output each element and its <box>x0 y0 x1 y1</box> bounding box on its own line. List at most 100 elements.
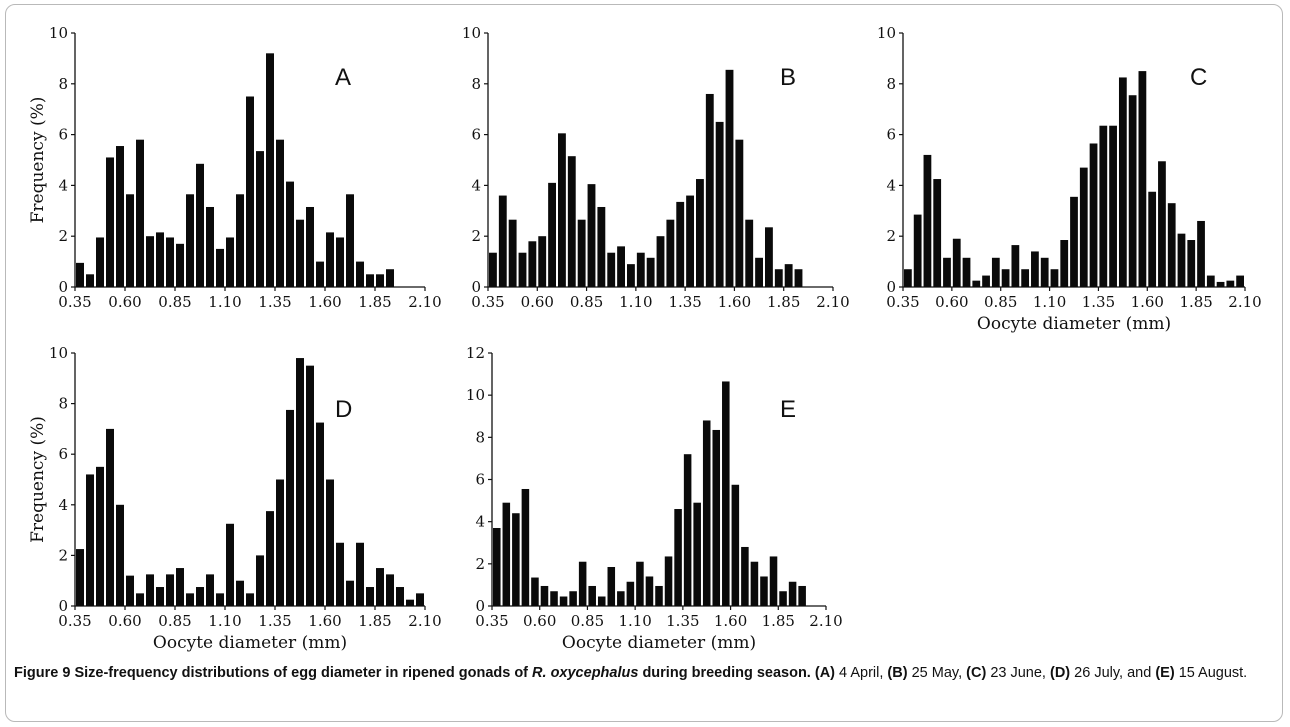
histogram-bar <box>741 546 749 606</box>
caption-text-a: 4 April, <box>839 665 884 681</box>
x-tick-label: 1.35 <box>668 293 701 311</box>
y-tick-label: 8 <box>886 75 896 93</box>
x-tick-label: 1.60 <box>714 612 747 630</box>
x-tick-label: 1.60 <box>308 293 341 311</box>
y-tick-label: 6 <box>58 445 68 463</box>
histogram-bar <box>1050 269 1059 287</box>
y-tick-label: 2 <box>58 546 68 564</box>
histogram-bar <box>1001 269 1010 287</box>
histogram-bar <box>735 139 744 287</box>
histogram-bar <box>176 243 184 287</box>
histogram-bar <box>725 69 734 287</box>
x-tick-label: 2.10 <box>408 612 441 630</box>
y-tick-label: 6 <box>58 126 68 144</box>
histogram-bar <box>306 365 314 606</box>
histogram-bar <box>326 232 334 287</box>
histogram-bar <box>933 179 942 287</box>
panel-e: 0 2 4 6 8 10 12 0.35 0.60 0.85 1.10 1.35 1.60 1.85 2.1… <box>466 344 843 653</box>
histogram-bar <box>715 121 724 288</box>
figure-frame <box>5 4 1283 722</box>
histogram-bar <box>489 252 497 287</box>
y-tick-label: 2 <box>58 227 68 245</box>
histogram-bar <box>276 139 284 287</box>
y-tick-label: 0 <box>58 597 68 615</box>
histogram-bar <box>136 139 144 287</box>
histogram-bar <box>166 237 174 287</box>
histogram-bar <box>774 269 783 287</box>
histogram-bar <box>126 194 134 287</box>
caption-item-b: (B) 25 May, <box>887 665 962 681</box>
x-tick-label: 2.10 <box>1228 293 1261 311</box>
histogram-bar <box>106 157 114 287</box>
y-tick-label: 8 <box>475 428 485 446</box>
histogram-bar <box>1148 191 1157 287</box>
caption-text-d: 26 July, and <box>1074 665 1152 681</box>
histogram-bar <box>972 280 981 287</box>
histogram-bar <box>587 184 596 287</box>
y-tick-label: 4 <box>58 496 68 514</box>
histogram-bar <box>548 182 556 287</box>
y-tick-label: 6 <box>475 471 485 489</box>
histogram-bar <box>745 219 754 287</box>
y-tick-label: 10 <box>49 24 68 42</box>
x-tick-label: 0.85 <box>158 612 191 630</box>
x-tick-label: 0.85 <box>158 293 191 311</box>
histogram-bar <box>266 511 274 606</box>
histogram-bar <box>1060 240 1069 287</box>
histogram-bar <box>798 585 806 606</box>
x-tick-label: 1.60 <box>308 612 341 630</box>
y-tick-label: 0 <box>58 278 68 296</box>
histogram-bar <box>755 257 763 287</box>
x-tick-label: 1.60 <box>718 293 751 311</box>
histogram-bar <box>216 593 224 606</box>
x-tick-label: 1.85 <box>358 293 391 311</box>
histogram-bar <box>664 556 673 606</box>
histogram-bar <box>1167 203 1176 287</box>
histogram-bar <box>645 576 654 606</box>
histogram-bar <box>246 96 254 287</box>
y-tick-label: 10 <box>462 24 481 42</box>
x-tick-label: 2.10 <box>816 293 849 311</box>
y-tick-label: 4 <box>58 176 68 194</box>
histogram-bar <box>531 577 539 606</box>
histogram-bar <box>636 561 644 606</box>
histogram-bar <box>559 596 568 606</box>
histogram-bar <box>1226 280 1235 287</box>
histogram-bar <box>306 206 314 287</box>
histogram-bar <box>686 195 694 287</box>
panel-b: 0 2 4 6 8 10 0.35 0.60 0.85 1.10 1.35 1.60 1.85 2.10 B <box>462 24 850 311</box>
histogram-bar <box>1021 269 1030 287</box>
histogram-bar <box>577 219 586 287</box>
x-axis-label: Oocyte diameter (mm) <box>562 633 756 653</box>
x-tick-label: 1.60 <box>1131 293 1164 311</box>
histogram-bar <box>136 593 144 606</box>
histogram-bar <box>693 502 701 606</box>
histogram-bar <box>731 484 740 606</box>
histogram-bar <box>416 593 424 606</box>
x-tick-label: 0.35 <box>886 293 919 311</box>
histogram-bar <box>116 146 124 287</box>
histogram-bar <box>296 219 304 287</box>
x-tick-label: 0.35 <box>58 293 91 311</box>
histogram-bar <box>156 587 164 606</box>
histogram-bar <box>760 576 768 606</box>
histogram-bar <box>376 274 384 287</box>
panel-label: B <box>780 64 796 91</box>
y-tick-label: 10 <box>49 344 68 362</box>
caption-item-e: (E) 15 August. <box>1155 665 1247 681</box>
histogram-bar <box>1118 77 1127 287</box>
x-tick-label: 1.10 <box>619 293 652 311</box>
histogram-bar <box>674 509 682 606</box>
y-tick-label: 2 <box>475 555 485 573</box>
histogram-bar <box>376 568 384 606</box>
histogram-bar <box>96 466 104 606</box>
y-tick-label: 6 <box>471 126 481 144</box>
histogram-bar <box>962 257 971 287</box>
x-tick-label: 1.10 <box>208 612 241 630</box>
histogram-bar <box>1236 275 1244 287</box>
histogram-bar <box>1216 281 1225 287</box>
x-tick-label: 0.35 <box>58 612 91 630</box>
histogram-bar <box>550 591 558 606</box>
histogram-bar <box>913 214 922 287</box>
histogram-bar <box>712 429 721 606</box>
